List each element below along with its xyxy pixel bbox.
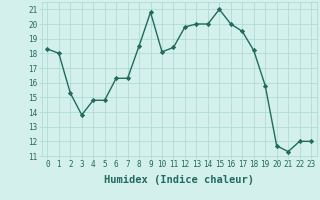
X-axis label: Humidex (Indice chaleur): Humidex (Indice chaleur) bbox=[104, 175, 254, 185]
